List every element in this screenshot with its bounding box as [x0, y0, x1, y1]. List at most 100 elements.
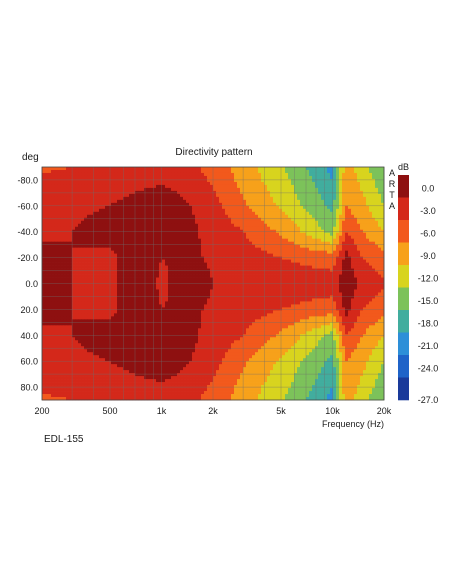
heatmap-cell [117, 295, 121, 299]
heatmap-cell [201, 259, 205, 263]
heatmap-cell [162, 271, 166, 275]
heatmap-cell [48, 235, 52, 240]
heatmap-cell [252, 211, 256, 216]
heatmap-cell [171, 277, 175, 281]
heatmap-cell [291, 226, 295, 231]
heatmap-cell [303, 211, 307, 216]
heatmap-cell [126, 250, 130, 254]
heatmap-cell [168, 229, 172, 234]
heatmap-cell [183, 262, 187, 266]
heatmap-cell [306, 202, 310, 207]
heatmap-cell [348, 238, 352, 243]
heatmap-cell [102, 238, 106, 243]
heatmap-cell [135, 268, 139, 272]
heatmap-cell [234, 238, 238, 243]
heatmap-cell [159, 235, 163, 240]
heatmap-cell [192, 241, 196, 246]
heatmap-cell [186, 265, 190, 269]
heatmap-cell [267, 220, 271, 225]
heatmap-cell [342, 232, 346, 237]
heatmap-cell [330, 244, 334, 249]
heatmap-cell [330, 253, 334, 257]
heatmap-cell [138, 292, 142, 296]
heatmap-cell [63, 289, 67, 293]
heatmap-cell [246, 259, 250, 263]
heatmap-cell [348, 271, 352, 275]
heatmap-cell [270, 289, 274, 293]
heatmap-cell [234, 241, 238, 246]
heatmap-cell [285, 289, 289, 293]
heatmap-cell [222, 169, 226, 174]
heatmap-cell [267, 190, 271, 195]
heatmap-cell [288, 196, 292, 201]
heatmap-cell [339, 223, 343, 228]
heatmap-cell [195, 223, 199, 228]
heatmap-cell [195, 211, 199, 216]
heatmap-cell [234, 256, 238, 260]
heatmap-cell [111, 181, 115, 186]
heatmap-cell [360, 286, 364, 290]
heatmap-cell [231, 169, 235, 174]
heatmap-cell [363, 223, 367, 228]
heatmap-cell [123, 187, 127, 192]
heatmap-cell [306, 172, 310, 177]
heatmap-cell [72, 184, 76, 189]
heatmap-cell [264, 274, 268, 278]
heatmap-cell [255, 187, 259, 192]
heatmap-cell [183, 247, 187, 251]
heatmap-cell [210, 277, 214, 281]
heatmap-cell [219, 271, 223, 275]
heatmap-cell [42, 274, 46, 278]
heatmap-cell [339, 259, 343, 263]
heatmap-cell [288, 274, 292, 278]
heatmap-cell [204, 220, 208, 225]
heatmap-cell [354, 232, 358, 237]
heatmap-cell [225, 235, 229, 240]
heatmap-cell [228, 256, 232, 260]
heatmap-cell [285, 178, 289, 183]
heatmap-cell [300, 193, 304, 198]
heatmap-cell [171, 253, 175, 257]
heatmap-cell [366, 178, 370, 183]
heatmap-cell [270, 232, 274, 237]
heatmap-cell [129, 295, 133, 299]
heatmap-cell [294, 193, 298, 198]
heatmap-cell [354, 286, 358, 290]
heatmap-cell [201, 184, 205, 189]
heatmap-cell [219, 286, 223, 290]
heatmap-cell [150, 167, 154, 171]
heatmap-cell [369, 181, 373, 186]
heatmap-cell [288, 289, 292, 293]
heatmap-cell [342, 175, 346, 180]
heatmap-cell [240, 259, 244, 263]
heatmap-cell [216, 196, 220, 201]
heatmap-cell [54, 238, 58, 243]
heatmap-cell [90, 178, 94, 183]
heatmap-cell [309, 169, 313, 174]
heatmap-cell [126, 181, 130, 186]
heatmap-cell [141, 214, 145, 219]
heatmap-cell [309, 265, 313, 269]
heatmap-cell [81, 220, 85, 225]
heatmap-cell [276, 187, 280, 192]
heatmap-cell [93, 235, 97, 240]
heatmap-cell [72, 295, 76, 299]
heatmap-cell [60, 223, 64, 228]
heatmap-cell [129, 238, 133, 243]
heatmap-cell [297, 190, 301, 195]
heatmap-cell [321, 169, 325, 174]
heatmap-cell [345, 211, 349, 216]
heatmap-cell [120, 259, 124, 263]
heatmap-cell [309, 223, 313, 228]
heatmap-cell [357, 184, 361, 189]
heatmap-cell [45, 205, 49, 210]
heatmap-cell [93, 274, 97, 278]
heatmap-cell [138, 283, 142, 287]
heatmap-cell [321, 229, 325, 234]
heatmap-cell [276, 265, 280, 269]
heatmap-cell [108, 295, 112, 299]
heatmap-cell [330, 256, 334, 260]
heatmap-cell [264, 268, 268, 272]
heatmap-cell [252, 259, 256, 263]
heatmap-cell [75, 223, 79, 228]
